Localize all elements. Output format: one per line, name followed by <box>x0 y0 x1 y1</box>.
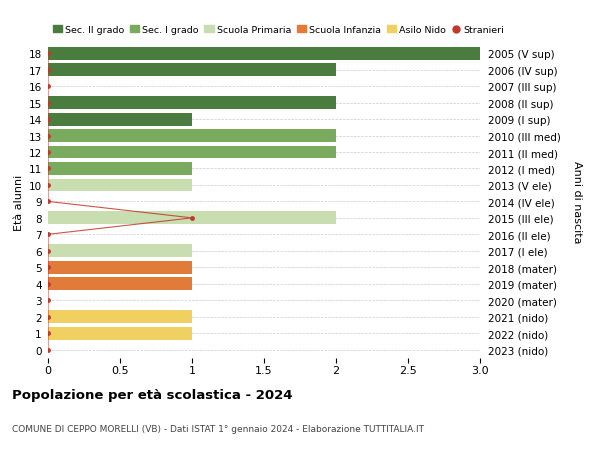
Y-axis label: Anni di nascita: Anni di nascita <box>572 161 581 243</box>
Bar <box>48 245 192 257</box>
Bar <box>48 113 192 126</box>
Bar <box>48 48 480 61</box>
Bar <box>48 146 336 159</box>
Bar <box>48 179 192 192</box>
Text: COMUNE DI CEPPO MORELLI (VB) - Dati ISTAT 1° gennaio 2024 - Elaborazione TUTTITA: COMUNE DI CEPPO MORELLI (VB) - Dati ISTA… <box>12 425 424 434</box>
Y-axis label: Età alunni: Età alunni <box>14 174 25 230</box>
Bar <box>48 278 192 291</box>
Bar <box>48 327 192 340</box>
Bar <box>48 261 192 274</box>
Bar <box>48 97 336 110</box>
Legend: Sec. II grado, Sec. I grado, Scuola Primaria, Scuola Infanzia, Asilo Nido, Stran: Sec. II grado, Sec. I grado, Scuola Prim… <box>53 26 505 35</box>
Bar <box>48 212 336 225</box>
Bar <box>48 162 192 175</box>
Bar <box>48 311 192 323</box>
Bar <box>48 130 336 143</box>
Bar <box>48 64 336 77</box>
Text: Popolazione per età scolastica - 2024: Popolazione per età scolastica - 2024 <box>12 388 293 401</box>
